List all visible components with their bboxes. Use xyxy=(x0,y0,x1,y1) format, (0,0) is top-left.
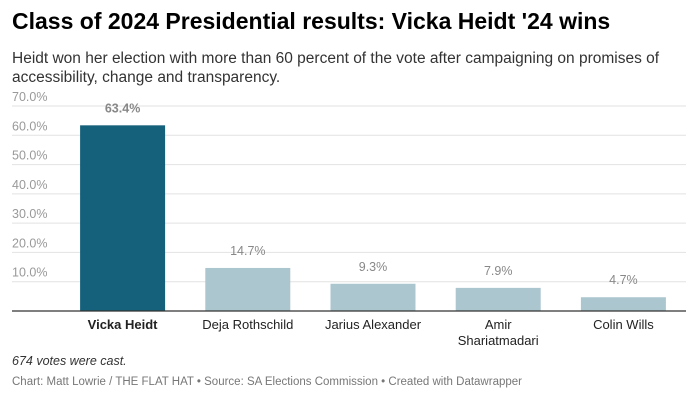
y-tick-label: 40.0% xyxy=(12,178,47,192)
bar xyxy=(580,297,666,311)
x-tick-label: Vicka Heidt xyxy=(88,317,159,332)
x-tick-label: Deja Rothschild xyxy=(202,317,293,332)
chart-note: 674 votes were cast. xyxy=(12,354,127,368)
chart-footer: Chart: Matt Lowrie / THE FLAT HAT • Sour… xyxy=(12,376,522,388)
y-tick-label: 30.0% xyxy=(12,207,47,221)
chart-title: Class of 2024 Presidential results: Vick… xyxy=(12,8,611,34)
x-tick-label: Amir Shariatmadari xyxy=(458,317,539,348)
x-tick-label: Jarius Alexander xyxy=(325,317,422,332)
data-label: 4.7% xyxy=(609,273,638,287)
data-label: 9.3% xyxy=(359,260,388,274)
data-label: 63.4% xyxy=(105,101,140,115)
chart-subtitle: Heidt won her election with more than 60… xyxy=(12,50,660,86)
y-tick-label: 20.0% xyxy=(12,236,47,250)
y-tick-label: 60.0% xyxy=(12,119,47,133)
data-label: 7.9% xyxy=(484,264,513,278)
x-tick-label: Colin Wills xyxy=(593,317,654,332)
bar xyxy=(205,267,291,311)
bar xyxy=(80,125,166,311)
bar xyxy=(330,283,416,311)
bar xyxy=(455,287,541,311)
y-tick-label: 10.0% xyxy=(12,266,47,280)
y-tick-label: 70.0% xyxy=(12,90,47,104)
data-label: 14.7% xyxy=(230,244,265,258)
y-tick-label: 50.0% xyxy=(12,149,47,163)
